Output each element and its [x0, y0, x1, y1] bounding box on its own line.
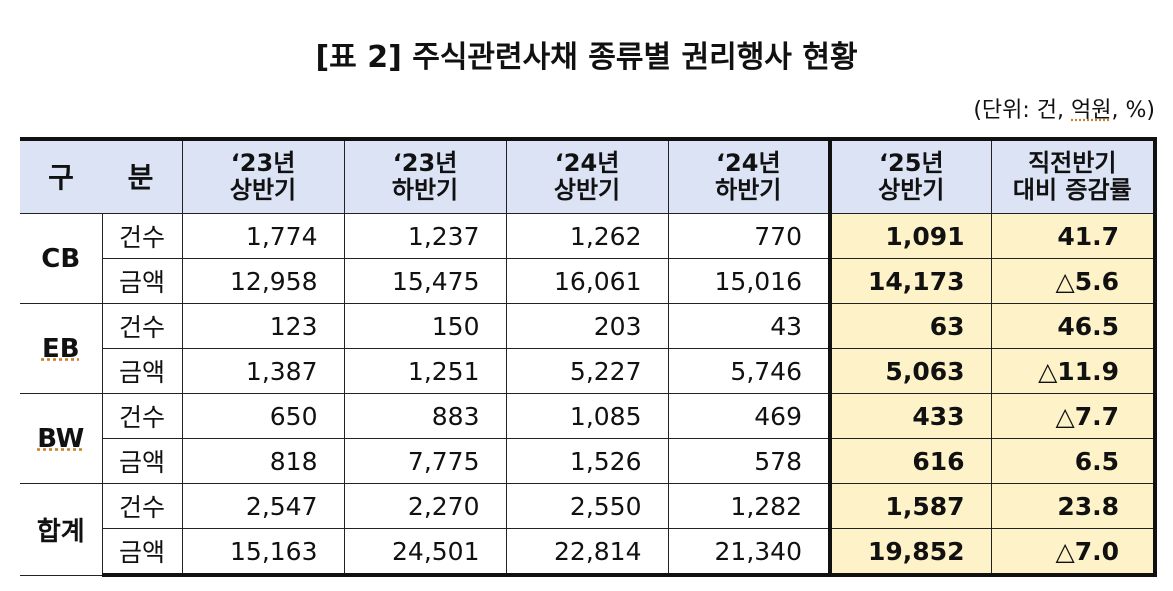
bond-exercise-table: 구 분 ‘23년 상반기 ‘23년 하반기 ‘24년 상반기 ‘24년 하반기 ‘25년…: [20, 137, 1157, 577]
unit-note: (단위: 건, 억원, %): [973, 92, 1155, 124]
cell-change-rate: 23.8: [990, 483, 1157, 529]
header-col-23h2: ‘23년 하반기: [343, 137, 507, 214]
metric-label: 금액: [102, 258, 183, 304]
cell-value: 24,501: [343, 528, 507, 577]
cell-value: 1,251: [343, 348, 507, 394]
header-line2: 대비 증감률: [1012, 176, 1132, 204]
header-col-change-rate: 직전반기 대비 증감률: [990, 137, 1157, 214]
header-line2: 상반기: [553, 176, 621, 204]
table-row: CB 건수 1,774 1,237 1,262 770 1,091 41.7: [20, 213, 1157, 304]
cell-change-rate: △7.7: [990, 393, 1157, 439]
cell-value: 12,958: [181, 258, 345, 304]
cell-value: 469: [667, 393, 831, 439]
table-row: 금액 15,163 24,501 22,814 21,340 19,852 △7…: [20, 528, 1157, 577]
cell-value: 578: [667, 438, 831, 484]
cell-value-highlight: 1,091: [828, 213, 992, 259]
group-label-bw: BW: [20, 393, 103, 484]
cell-value: 883: [343, 393, 507, 439]
cell-value-highlight: 1,587: [828, 483, 992, 529]
table-row: 합계 건수 2,547 2,270 2,550 1,282 1,587 23.8: [20, 483, 1157, 576]
cell-value: 770: [667, 213, 831, 259]
header-line2: 하반기: [715, 176, 782, 204]
cell-value: 203: [505, 303, 669, 349]
header-line2: 상반기: [878, 176, 945, 204]
table-row: 금액 12,958 15,475 16,061 15,016 14,173 △5…: [20, 258, 1157, 304]
cell-value: 15,163: [181, 528, 345, 577]
cell-value: 43: [667, 303, 831, 349]
group-label-text: EB: [41, 333, 80, 364]
cell-change-rate: △5.6: [990, 258, 1157, 304]
metric-label: 금액: [102, 528, 183, 577]
cell-value: 5,227: [505, 348, 669, 394]
header-line2: 상반기: [229, 176, 297, 204]
header-line2: 하반기: [391, 176, 459, 204]
group-label-cb: CB: [20, 213, 103, 304]
cell-value: 650: [181, 393, 345, 439]
group-label-eb: EB: [20, 303, 103, 394]
cell-value: 2,547: [181, 483, 345, 529]
cell-value-highlight: 433: [828, 393, 992, 439]
cell-value: 123: [181, 303, 345, 349]
cell-value: 7,775: [343, 438, 507, 484]
cell-value: 1,085: [505, 393, 669, 439]
unit-note-eokwon: 억원: [1071, 98, 1112, 123]
cell-change-rate: △7.0: [990, 528, 1157, 577]
header-line1: ‘23년: [230, 149, 296, 177]
cell-change-rate: 6.5: [990, 438, 1157, 484]
header-col-24h1: ‘24년 상반기: [505, 137, 669, 214]
table-row: 금액 1,387 1,251 5,227 5,746 5,063 △11.9: [20, 348, 1157, 394]
metric-label: 건수: [101, 303, 183, 349]
header-col-23h1: ‘23년 상반기: [181, 137, 345, 214]
cell-value: 1,774: [181, 213, 345, 259]
cell-value-highlight: 63: [828, 303, 992, 349]
cell-value: 15,016: [667, 258, 831, 304]
table-title: [표 2] 주식관련사채 종류별 권리행사 현황: [315, 40, 858, 75]
group-label-text: BW: [37, 423, 85, 454]
cell-value: 2,550: [505, 483, 669, 529]
header-line1: ‘25년: [878, 149, 944, 177]
unit-note-suffix: , %): [1111, 98, 1155, 123]
cell-value: 150: [343, 303, 507, 349]
header-col-24h2: ‘24년 하반기: [667, 137, 831, 214]
cell-value-highlight: 616: [828, 438, 992, 484]
header-category: 구 분: [20, 137, 183, 214]
header-col-25h1: ‘25년 상반기: [828, 137, 992, 214]
table-row: 금액 818 7,775 1,526 578 616 6.5: [20, 438, 1157, 484]
cell-value: 1,282: [667, 483, 831, 529]
cell-value: 818: [181, 438, 345, 484]
cell-value-highlight: 19,852: [828, 528, 992, 577]
cell-value: 1,526: [505, 438, 669, 484]
cell-value: 1,387: [181, 348, 345, 394]
group-label-total: 합계: [20, 483, 103, 576]
cell-value: 5,746: [667, 348, 831, 394]
header-line1: ‘24년: [554, 149, 620, 177]
cell-change-rate: 46.5: [990, 303, 1157, 349]
cell-value: 22,814: [505, 528, 669, 577]
metric-label: 건수: [101, 483, 183, 529]
cell-value: 1,262: [505, 213, 669, 259]
metric-label: 건수: [101, 393, 183, 439]
cell-value-highlight: 14,173: [828, 258, 992, 304]
cell-value: 21,340: [667, 528, 831, 577]
table-row: EB 건수 123 150 203 43 63 46.5: [20, 303, 1157, 394]
header-row: 구 분 ‘23년 상반기 ‘23년 하반기 ‘24년 상반기 ‘24년 하반기 ‘25년…: [20, 137, 1157, 214]
cell-value-highlight: 5,063: [828, 348, 992, 394]
cell-change-rate: △11.9: [990, 348, 1157, 394]
cell-value: 2,270: [343, 483, 507, 529]
cell-value: 16,061: [505, 258, 669, 304]
metric-label: 건수: [101, 213, 183, 259]
header-line1: 직전반기: [1028, 149, 1117, 177]
cell-change-rate: 41.7: [990, 213, 1157, 259]
metric-label: 금액: [102, 348, 183, 394]
metric-label: 금액: [102, 438, 183, 484]
table-row: BW 건수 650 883 1,085 469 433 △7.7: [20, 393, 1157, 484]
unit-note-prefix: (단위: 건,: [973, 98, 1072, 123]
cell-value: 15,475: [343, 258, 507, 304]
cell-value: 1,237: [343, 213, 507, 259]
header-line1: ‘23년: [392, 149, 458, 177]
header-line1: ‘24년: [715, 149, 781, 177]
